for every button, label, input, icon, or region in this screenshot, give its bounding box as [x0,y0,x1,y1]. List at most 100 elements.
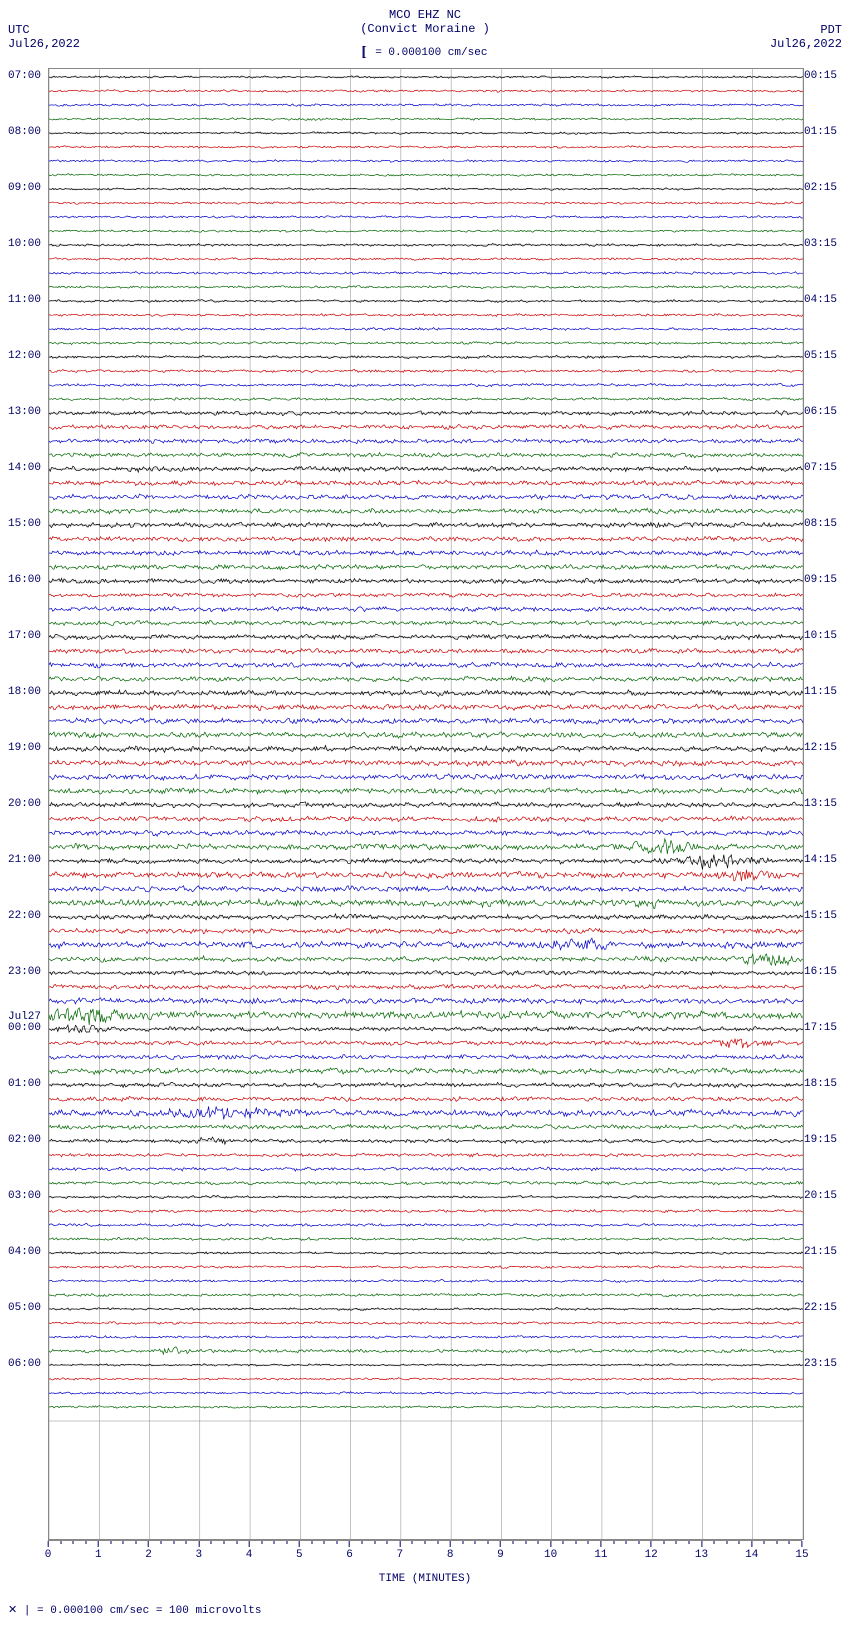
trace-row [49,1266,803,1269]
time-label: 10:00 [8,239,41,250]
time-label: 22:00 [8,911,41,922]
station-name: (Convict Moraine ) [360,22,490,36]
time-label: 13:00 [8,407,41,418]
time-label: 16:15 [804,967,837,978]
trace-row [49,1106,803,1119]
footer-scale-icon: ✕ | [8,1605,30,1617]
trace-row [49,216,803,219]
time-label: 00:00 [8,1023,41,1034]
time-label: 11:15 [804,687,837,698]
trace-row [49,536,803,541]
time-label: 21:15 [804,1247,837,1258]
scale-text: = 0.000100 cm/sec [375,47,487,59]
time-label: 20:00 [8,799,41,810]
trace-row [49,718,803,724]
trace-row [49,593,803,597]
trace-row [49,146,803,149]
time-label: 00:15 [804,71,837,82]
time-label: 07:15 [804,463,837,474]
trace-row [49,998,803,1004]
trace-row [49,662,803,668]
trace-row [49,90,803,93]
trace-row [49,788,803,794]
trace-row [49,1280,803,1283]
x-tick: 13 [695,1541,708,1561]
time-label: 15:00 [8,519,41,530]
trace-row [49,1336,803,1339]
trace-row [49,118,803,121]
trace-row [49,607,803,612]
time-label: 13:15 [804,799,837,810]
header-right: PDT Jul26,2022 [770,23,842,51]
time-label: 14:15 [804,855,837,866]
trace-row [49,984,803,989]
time-label: 23:00 [8,967,41,978]
trace-row [49,174,803,177]
time-label: 11:00 [8,295,41,306]
trace-row [49,1392,803,1395]
trace-row [49,1124,803,1129]
trace-row [49,1167,803,1171]
time-label: 20:15 [804,1191,837,1202]
trace-row [49,886,803,892]
station-id: MCO EHZ NC [360,8,490,22]
time-label: 06:00 [8,1359,41,1370]
trace-row [49,704,803,711]
trace-row [49,300,803,303]
time-label: 05:00 [8,1303,41,1314]
trace-row [49,286,803,289]
time-label: 04:15 [804,295,837,306]
scale-bar-icon [363,46,365,58]
time-label: 19:00 [8,743,41,754]
trace-row [49,954,803,966]
time-label: 03:15 [804,239,837,250]
footer-text: = 0.000100 cm/sec = 100 microvolts [37,1605,261,1617]
x-tick: 4 [246,1541,253,1561]
trace-row [49,397,803,400]
time-label: 04:00 [8,1247,41,1258]
trace-row [49,1039,803,1049]
x-tick: 15 [795,1541,808,1561]
trace-row [49,258,803,261]
trace-row [49,760,803,766]
time-label: 09:15 [804,575,837,586]
x-tick: 9 [497,1541,504,1561]
utc-hour-labels: 07:0008:0009:0010:0011:0012:0013:0014:00… [8,68,46,1538]
time-label: 02:00 [8,1135,41,1146]
trace-row [49,1378,803,1380]
time-label: 14:00 [8,463,41,474]
trace-row [49,1223,803,1226]
time-label: 19:15 [804,1135,837,1146]
trace-row [49,928,803,934]
trace-row [49,1181,803,1185]
trace-row [49,774,803,780]
x-axis-title: TIME (MINUTES) [8,1573,842,1585]
trace-row [49,494,803,500]
x-tick: 14 [745,1541,758,1561]
trace-row [49,480,803,486]
plot-wrap: 07:0008:0009:0010:0011:0012:0013:0014:00… [8,68,842,1540]
x-tick: 6 [346,1541,353,1561]
trace-row [49,508,803,514]
trace-row [49,1322,803,1325]
time-label: 16:00 [8,575,41,586]
trace-row [49,839,803,854]
trace-row [49,1347,803,1354]
trace-row [49,1055,803,1060]
trace-row [49,1096,803,1101]
trace-row [49,1137,803,1144]
time-label: 18:00 [8,687,41,698]
trace-row [49,328,803,331]
x-tick: 3 [195,1541,202,1561]
scale-legend: = 0.000100 cm/sec [363,46,488,59]
trace-row [49,830,803,836]
time-label: 08:15 [804,519,837,530]
trace-row [49,550,803,556]
x-tick: 12 [645,1541,658,1561]
trace-row [49,160,803,163]
trace-row [49,314,803,317]
trace-row [49,104,803,107]
header-center: MCO EHZ NC (Convict Moraine ) [360,8,490,36]
trace-row [49,855,803,870]
trace-row [49,272,803,275]
